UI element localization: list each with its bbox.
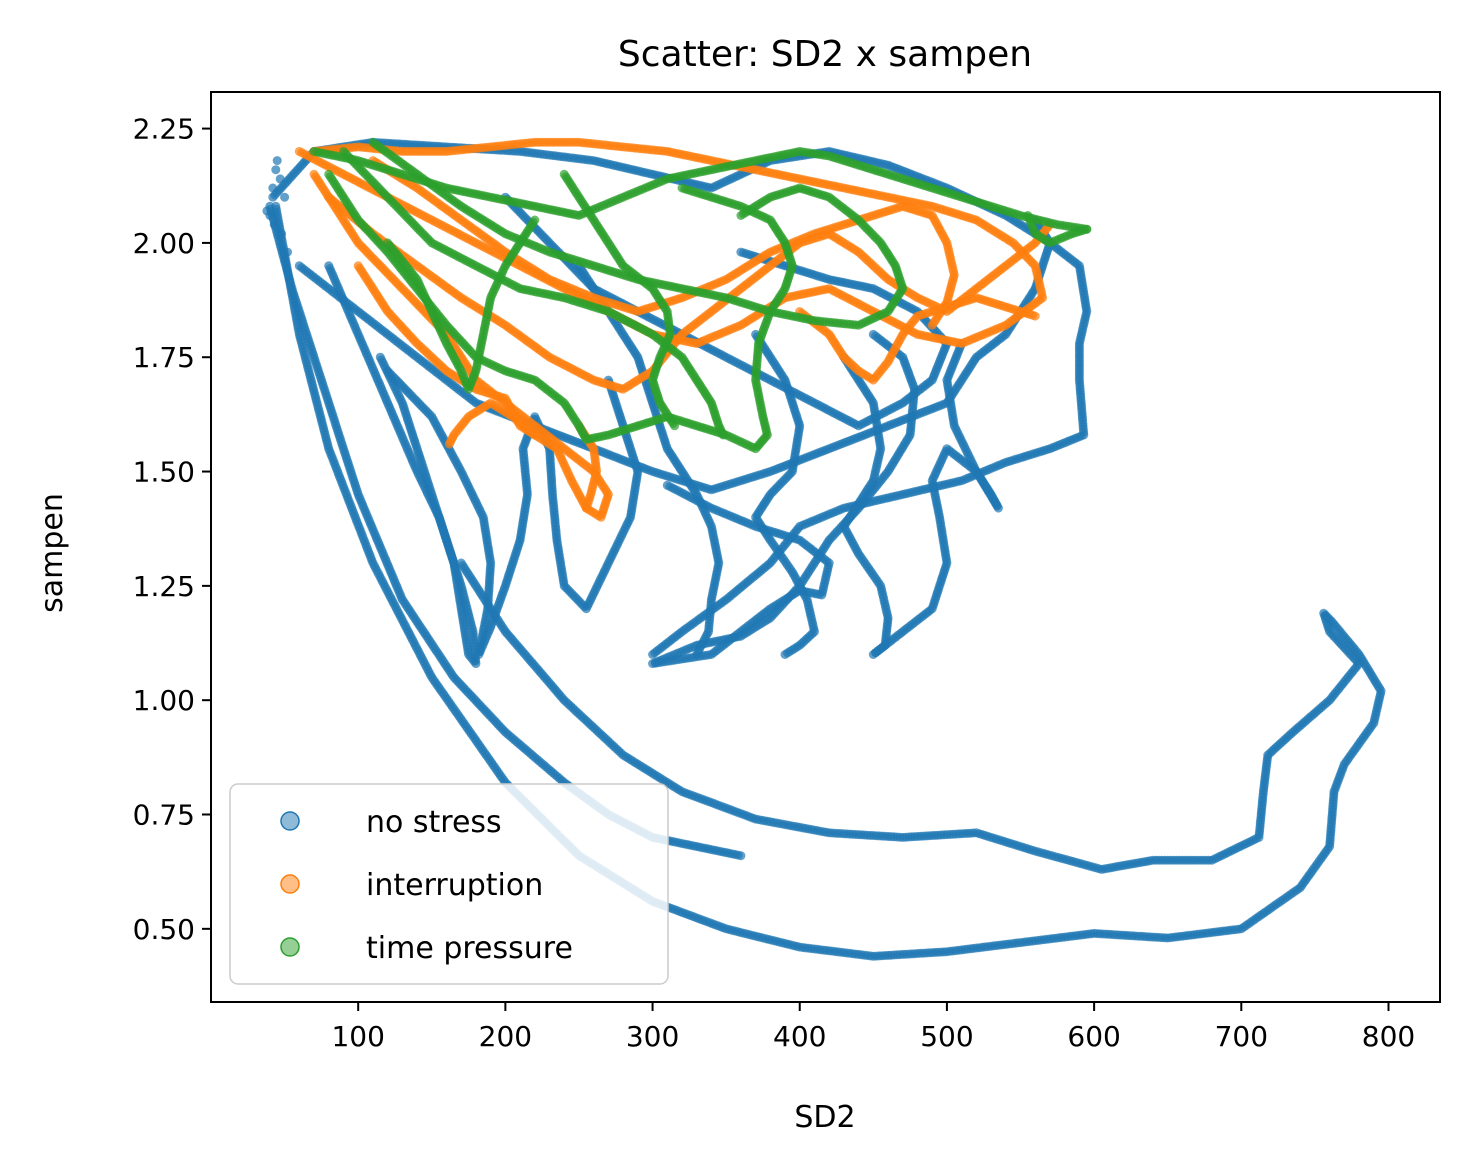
data-point (271, 165, 281, 175)
data-point (780, 650, 790, 659)
data-point (275, 174, 285, 184)
series-no-stress (262, 137, 1386, 961)
data-point (283, 247, 292, 257)
data-point (262, 206, 272, 216)
data-point (375, 352, 385, 362)
data-point (269, 220, 279, 230)
data-point (444, 439, 454, 449)
data-point (268, 183, 278, 193)
data-point (736, 247, 746, 257)
data-layer (262, 137, 1386, 961)
data-point (280, 192, 290, 202)
data-point (272, 156, 282, 166)
data-point (868, 329, 878, 339)
chart-title: Scatter: SD2 x sampen (618, 34, 1032, 75)
data-point (692, 650, 702, 659)
data-point (277, 229, 287, 239)
data-point (736, 851, 746, 861)
